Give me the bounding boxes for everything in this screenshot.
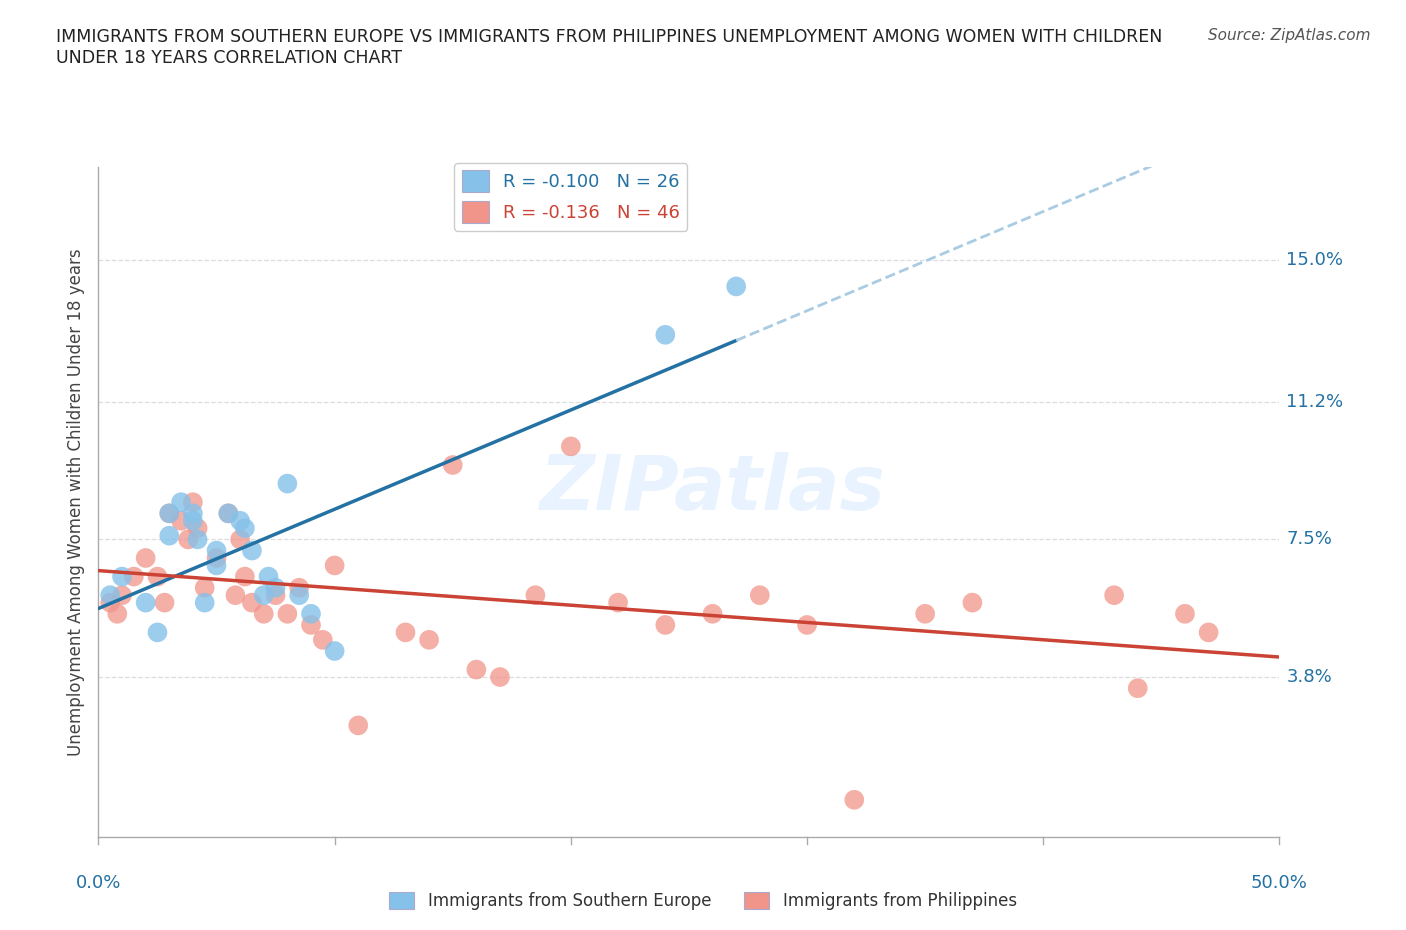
Point [796,618,818,632]
Point [257,569,280,584]
Y-axis label: Unemployment Among Women with Children Under 18 years: Unemployment Among Women with Children U… [66,248,84,756]
Point [157,528,180,543]
Point [105,606,128,621]
Point [157,506,180,521]
Point [205,543,228,558]
Point [253,606,276,621]
Point [299,618,322,632]
Point [205,551,228,565]
Point [253,588,276,603]
Point [347,718,370,733]
Legend: R = -0.100   N = 26, R = -0.136   N = 46: R = -0.100 N = 26, R = -0.136 N = 46 [454,163,688,231]
Text: 50.0%: 50.0% [1251,874,1308,892]
Point [135,595,157,610]
Point [170,513,193,528]
Point [264,588,287,603]
Point [288,580,311,595]
Point [240,595,263,610]
Point [323,558,346,573]
Point [1102,588,1125,603]
Point [111,569,134,584]
Point [654,327,676,342]
Point [276,476,298,491]
Text: IMMIGRANTS FROM SOUTHERN EUROPE VS IMMIGRANTS FROM PHILIPPINES UNEMPLOYMENT AMON: IMMIGRANTS FROM SOUTHERN EUROPE VS IMMIG… [56,28,1163,67]
Point [111,588,134,603]
Point [962,595,984,610]
Point [1198,625,1220,640]
Point [276,606,298,621]
Point [229,532,252,547]
Point [264,580,287,595]
Point [194,595,217,610]
Point [844,792,866,807]
Point [122,569,145,584]
Point [135,551,157,565]
Point [157,506,180,521]
Point [418,632,440,647]
Text: 7.5%: 7.5% [1286,530,1333,549]
Point [299,606,322,621]
Point [233,569,256,584]
Point [153,595,176,610]
Text: 15.0%: 15.0% [1286,251,1344,270]
Point [217,506,239,521]
Text: 0.0%: 0.0% [76,874,121,892]
Text: Source: ZipAtlas.com: Source: ZipAtlas.com [1208,28,1371,43]
Point [240,543,263,558]
Point [187,521,209,536]
Point [654,618,676,632]
Point [560,439,582,454]
Legend: Immigrants from Southern Europe, Immigrants from Philippines: Immigrants from Southern Europe, Immigra… [382,885,1024,917]
Point [914,606,936,621]
Text: 11.2%: 11.2% [1286,392,1344,411]
Point [177,532,200,547]
Text: 3.8%: 3.8% [1286,668,1333,686]
Point [170,495,193,510]
Point [181,495,204,510]
Point [229,513,252,528]
Point [146,625,169,640]
Point [146,569,169,584]
Point [441,458,464,472]
Point [1174,606,1197,621]
Point [288,588,311,603]
Point [748,588,770,603]
Point [98,595,121,610]
Point [217,506,239,521]
Point [465,662,488,677]
Point [181,513,204,528]
Point [98,588,121,603]
Point [394,625,416,640]
Point [224,588,246,603]
Point [702,606,724,621]
Point [524,588,547,603]
Point [187,532,209,547]
Point [1126,681,1149,696]
Point [194,580,217,595]
Point [233,521,256,536]
Text: ZIPatlas: ZIPatlas [540,452,886,525]
Point [323,644,346,658]
Point [181,506,204,521]
Point [725,279,748,294]
Point [607,595,630,610]
Point [489,670,512,684]
Point [312,632,335,647]
Point [205,558,228,573]
